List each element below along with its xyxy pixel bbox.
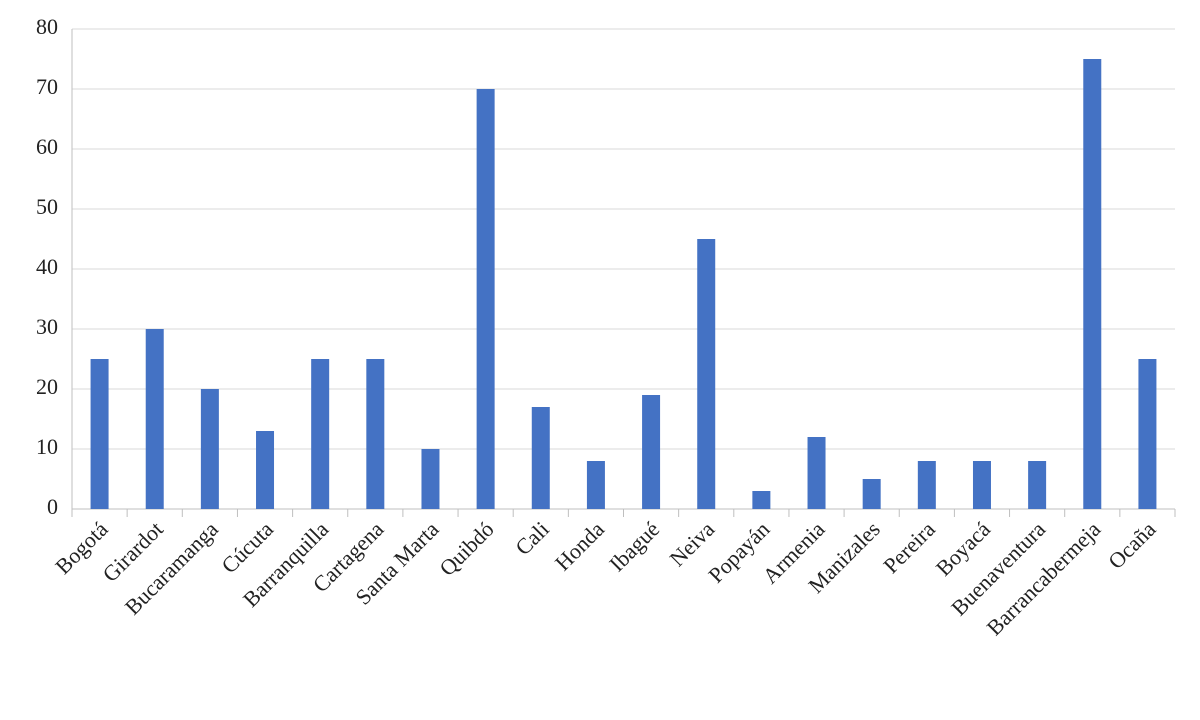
y-tick-label: 30 <box>36 314 58 339</box>
x-tick-label: Pereira <box>878 516 940 578</box>
bar <box>642 395 661 509</box>
y-tick-label: 80 <box>36 14 58 39</box>
bar <box>1028 461 1047 509</box>
bar <box>476 89 495 509</box>
bar <box>531 407 550 509</box>
bar <box>145 329 164 509</box>
bar <box>586 461 605 509</box>
bar <box>917 461 936 509</box>
x-tick-label: Cali <box>510 516 554 560</box>
x-tick-label: Ocaña <box>1103 516 1161 574</box>
y-tick-label: 40 <box>36 254 58 279</box>
bar <box>807 437 826 509</box>
y-tick-label: 20 <box>36 374 58 399</box>
y-tick-label: 70 <box>36 74 58 99</box>
bar <box>366 359 385 509</box>
bar <box>90 359 109 509</box>
bar <box>256 431 275 509</box>
bar <box>862 479 881 509</box>
y-tick-label: 0 <box>47 494 58 519</box>
bar <box>1083 59 1102 509</box>
x-tick-label: Ibagué <box>604 516 664 576</box>
x-tick-label: Quibdó <box>434 516 498 580</box>
bar <box>311 359 330 509</box>
bar <box>752 491 771 509</box>
bar <box>200 389 219 509</box>
bar <box>697 239 716 509</box>
bar <box>421 449 440 509</box>
x-tick-label: Honda <box>550 516 609 575</box>
bar <box>1138 359 1157 509</box>
y-tick-label: 10 <box>36 434 58 459</box>
bar <box>972 461 991 509</box>
y-tick-label: 60 <box>36 134 58 159</box>
y-tick-label: 50 <box>36 194 58 219</box>
